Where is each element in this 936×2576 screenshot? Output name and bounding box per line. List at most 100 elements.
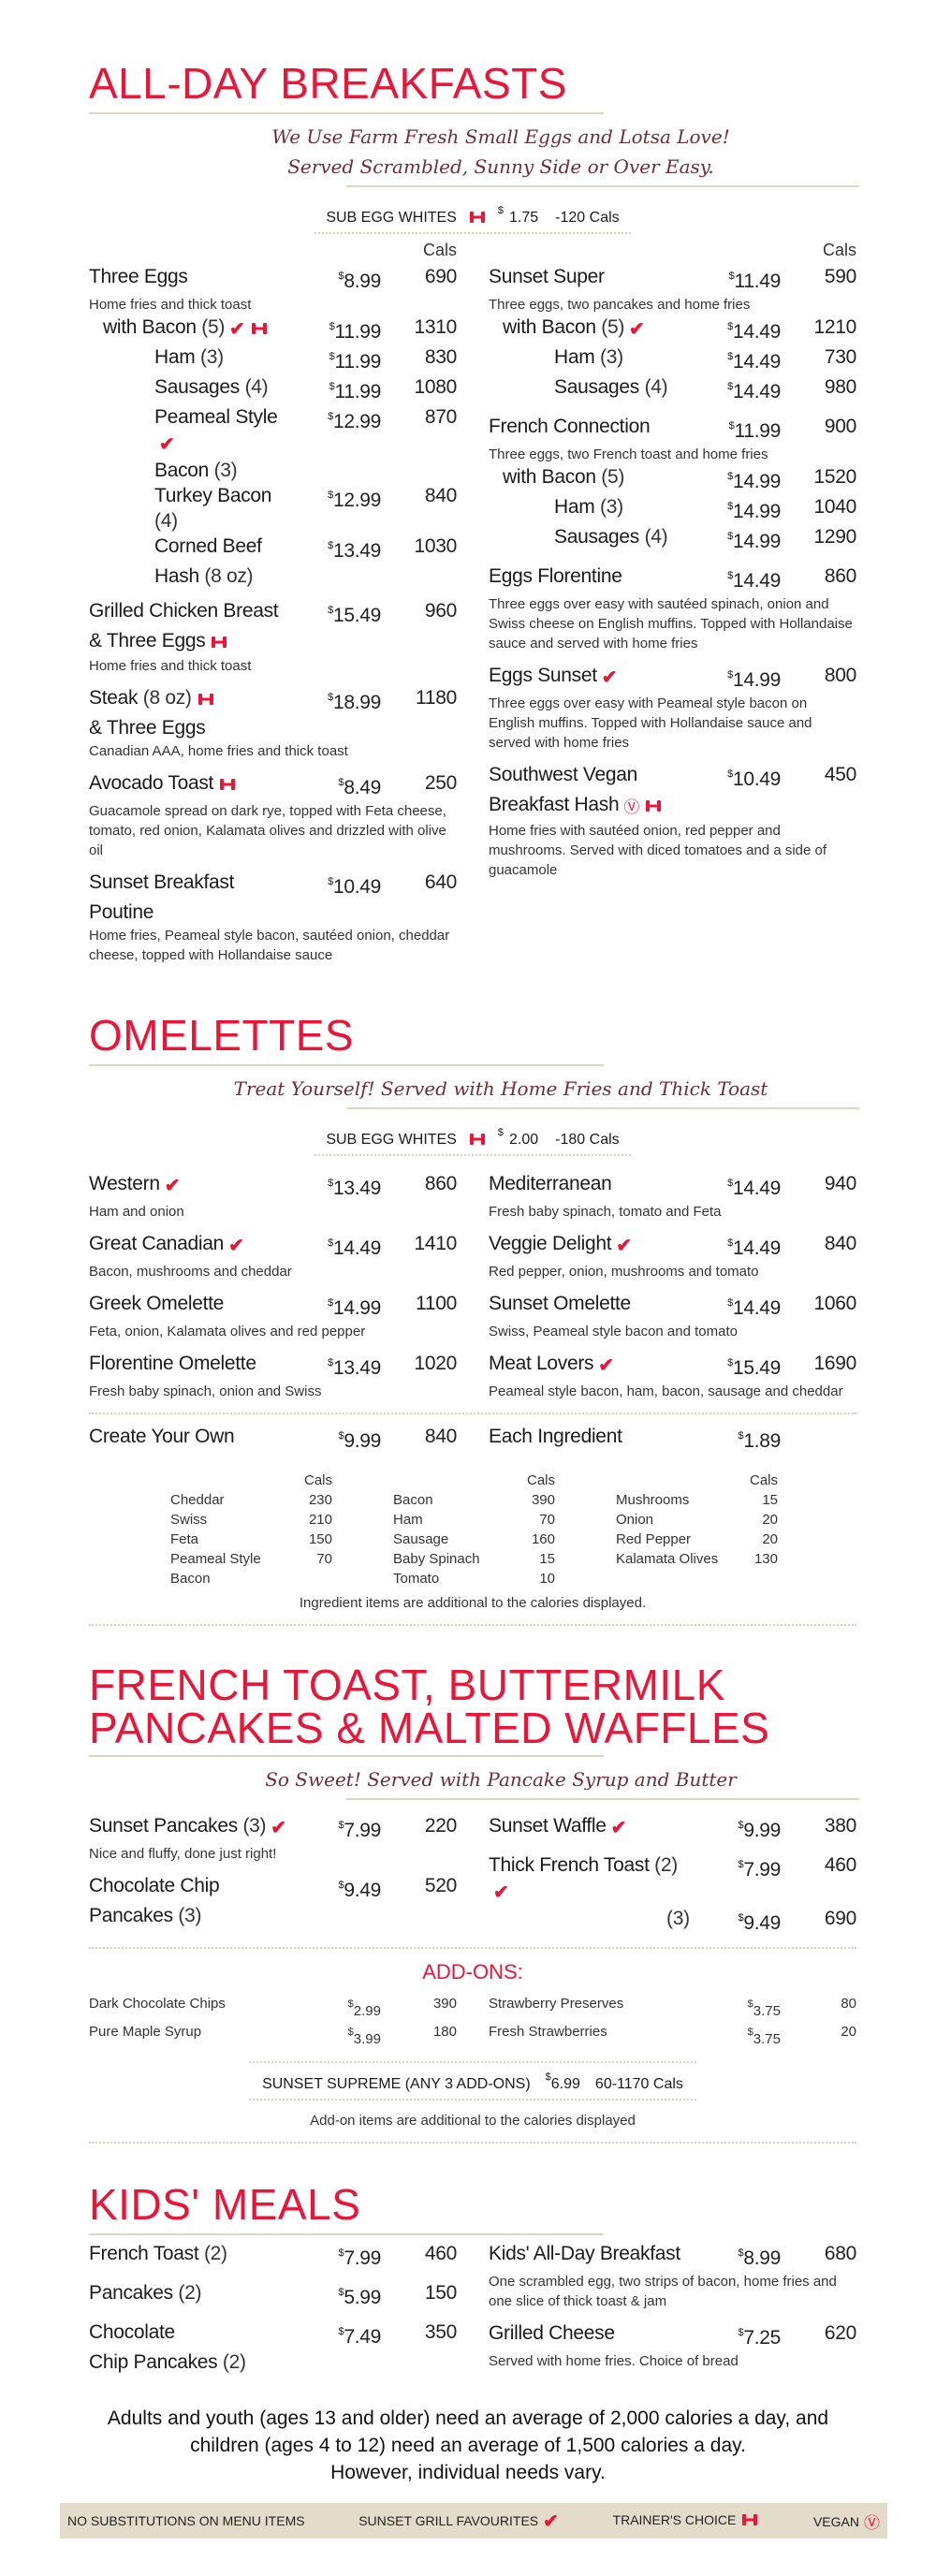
menu-item: Sunset Super $11.49 590 Three eggs, two pan… <box>489 264 856 404</box>
item-name: Grilled Chicken Breast <box>89 598 297 628</box>
section-title: KIDS' MEALS <box>89 2180 361 2229</box>
add-on-item: Fresh Strawberries $3.75 20 <box>489 2022 856 2050</box>
disclaimer-line: Adults and youth (ages 13 and older) nee… <box>107 2408 829 2429</box>
item-name: Sunset Omelette <box>489 1291 696 1321</box>
add-on-cals: 390 <box>432 1996 457 2012</box>
item-description: Swiss, Peameal style bacon and tomato <box>489 1324 738 1339</box>
ingredient-cals: 20 <box>762 1531 778 1547</box>
right-column: Mediterranean $14.49 940 Fresh baby spinach… <box>489 1171 856 1411</box>
check-icon: ✔ <box>598 1355 614 1376</box>
add-on-note: Add-on items are additional to the calor… <box>310 2113 636 2129</box>
item-line: Breakfast Hash Ⓥ <box>489 792 856 820</box>
section-omelettes: OMELETTES Treat Yourself! Served with Ho… <box>89 1011 859 1626</box>
item-qualifier: (8 oz) <box>142 687 192 709</box>
item-name-text: Thick French Toast <box>489 1854 650 1876</box>
item-line: & Three Eggs <box>89 628 457 655</box>
item-name: Chip Pancakes (2) <box>89 2349 297 2375</box>
item-description: Three eggs, two French toast and home fr… <box>489 446 768 462</box>
tagline-line: We Use Farm Fresh Small Eggs and Lotsa L… <box>271 125 730 148</box>
item-description: Nice and fluffy, done just right! <box>89 1846 277 1862</box>
menu-item: Kids' All-Day Breakfast $8.99 680 One scram… <box>489 2241 856 2311</box>
price: $14.49 <box>727 1237 781 1259</box>
item-qualifier: (3) <box>213 460 238 481</box>
item-name-text: Turkey Bacon <box>154 485 272 506</box>
item-name: Kids' All-Day Breakfast <box>489 2241 696 2271</box>
item-name: Pancakes (2) <box>89 2280 297 2310</box>
ingredient-row: Mushrooms 15 <box>616 1490 778 1510</box>
menu-item: Sunset Breakfast $10.49 640 Poutine Home fri… <box>89 870 457 965</box>
ingredient-row: Baby Spinach 15 <box>393 1549 555 1569</box>
calories: 680 <box>824 2243 856 2264</box>
add-on-name: Strawberry Preserves <box>489 1996 624 2012</box>
item-name-text: Three Eggs <box>89 266 188 287</box>
tagline-line: Treat Yourself! Served with Home Fries a… <box>233 1077 768 1100</box>
item-line: Ham (3) $14.99 1040 <box>489 494 856 524</box>
ingredient-name: Mushrooms <box>616 1492 690 1508</box>
item-qualifier: (5) <box>601 466 625 488</box>
left-column: Western ✔ $13.49 860 Ham and onion Great Cana… <box>89 1171 457 1411</box>
item-name-text: Avocado Toast <box>89 772 214 794</box>
item-name-text: Southwest Vegan <box>489 764 637 785</box>
menu-item: Grilled Cheese $7.25 620 Served with home f… <box>489 2320 856 2371</box>
item-description: Red pepper, onion, mushrooms and tomato <box>489 1264 759 1280</box>
dumbbell-icon <box>644 794 663 819</box>
item-name-text: Hash <box>154 565 199 587</box>
add-on-price: $3.75 <box>747 1998 781 2019</box>
item-name-text: Steak <box>89 687 139 709</box>
item-name: French Connection <box>489 414 696 444</box>
item-name: Avocado Toast <box>89 770 297 800</box>
item-name: French Toast (2) <box>89 2241 297 2271</box>
item-line: Sunset Pancakes (3) ✔ $7.99 220 <box>89 1813 457 1843</box>
item-description: Served with home fries. Choice of bread <box>489 2353 739 2369</box>
calories: 690 <box>424 266 457 287</box>
item-name: Chocolate <box>89 2320 297 2349</box>
item-name: & Three Eggs <box>89 628 297 655</box>
title-line: PANCAKES & MALTED WAFFLES <box>89 1704 770 1752</box>
price: $7.99 <box>738 1859 781 1881</box>
menu-item: Veggie Delight ✔ $14.49 840 Red pepper, onio… <box>489 1231 856 1281</box>
section-title: OMELETTES <box>89 1011 355 1060</box>
add-on-item: Strawberry Preserves $3.75 80 <box>489 1994 856 2022</box>
menu-item: Grilled Chicken Breast $15.49 960 & Three E… <box>89 598 457 676</box>
price: $13.49 <box>328 1178 381 1199</box>
item-line: Poutine <box>89 900 457 925</box>
ingredient-name: Bacon <box>393 1492 433 1508</box>
item-line: Sunset Waffle ✔ $9.99 380 <box>489 1813 856 1843</box>
item-qualifier: (4) <box>644 526 668 548</box>
item-line: Hash (8 oz) <box>89 564 457 589</box>
cals-label: Cals <box>526 1472 555 1488</box>
calories: 840 <box>424 1426 457 1447</box>
calories: 1040 <box>813 496 856 518</box>
price: $7.99 <box>338 1820 381 1841</box>
left-column: Sunset Pancakes (3) ✔ $7.99 220 Nice and flu… <box>89 1813 457 1938</box>
sub-egg-cals: -180 Cals <box>555 1132 620 1148</box>
add-on-item: Pure Maple Syrup $3.99 180 <box>89 2022 457 2050</box>
right-column: Sunset Super $11.49 590 Three eggs, two pan… <box>489 264 856 889</box>
price: $13.49 <box>328 540 381 562</box>
item-name-text: Pancakes <box>89 1905 173 1926</box>
tagline: We Use Farm Fresh Small Eggs and Lotsa L… <box>89 122 856 182</box>
ingredient-cals: 70 <box>316 1551 332 1567</box>
price: $14.99 <box>727 669 781 691</box>
ingredient-cals: 150 <box>308 1531 332 1547</box>
item-name-text: Great Canadian <box>89 1233 225 1254</box>
item-name-text: Ham <box>154 346 196 368</box>
ingredient-note: Ingredient items are additional to the c… <box>299 1595 647 1611</box>
item-line: Chocolate Chip $9.49 520 <box>89 1873 457 1903</box>
ingredient-cals: 70 <box>539 1512 555 1528</box>
calories <box>781 1424 856 1454</box>
ingredient-name: Sausage <box>393 1531 449 1547</box>
item-description: Home fries with sautéed onion, red peppe… <box>489 823 827 878</box>
calories: 590 <box>824 266 856 287</box>
item-description: Home fries, Peameal style bacon, sautéed… <box>89 928 450 963</box>
sub-egg-label: SUB EGG WHITES <box>326 210 457 226</box>
ingredient-name: Kalamata Olives <box>616 1551 719 1567</box>
ingredient-cals: 230 <box>308 1492 332 1508</box>
calories: 980 <box>824 376 856 398</box>
section-kids-meals: KIDS' MEALS French Toast (2) $7.99 460 Panc… <box>89 2181 856 2384</box>
item-description: Canadian AAA, home fries and thick toast <box>89 743 348 759</box>
item-qualifier: (3) <box>178 1905 202 1926</box>
item-line: Three Eggs $8.99 690 <box>89 264 457 294</box>
ingredient-column: Cals Bacon 390 Ham 70 Sausage 160 Baby Spinach 1… <box>393 1471 555 1588</box>
price: $11.99 <box>329 321 382 343</box>
